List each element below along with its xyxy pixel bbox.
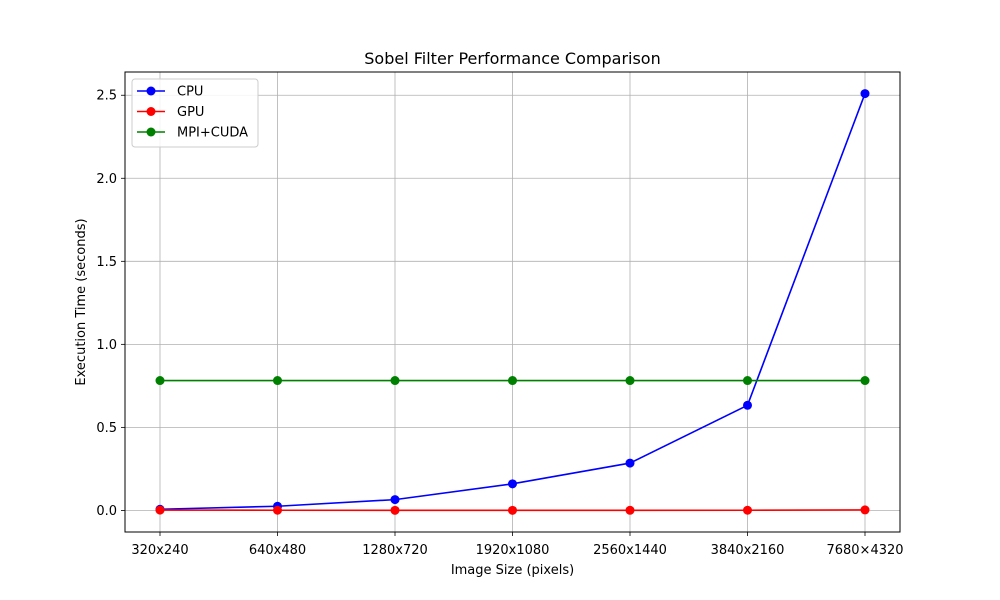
data-point-gpu xyxy=(860,505,870,515)
legend-swatch-marker xyxy=(146,127,156,137)
data-point-mpi-cuda xyxy=(625,376,635,386)
legend-frame xyxy=(131,78,259,148)
data-point-cpu xyxy=(743,400,752,410)
y-tick-label: 2.0 xyxy=(96,172,117,187)
data-point-mpi-cuda xyxy=(743,376,752,386)
legend-swatch-marker xyxy=(146,86,156,96)
data-point-cpu xyxy=(860,89,870,99)
data-point-mpi-cuda xyxy=(155,376,165,386)
x-axis-label: Image Size (pixels) xyxy=(451,563,574,578)
data-point-gpu xyxy=(273,505,282,515)
x-tick-label: 3840x2160 xyxy=(711,543,785,558)
data-point-gpu xyxy=(508,505,517,515)
data-point-mpi-cuda xyxy=(508,376,517,386)
data-point-cpu xyxy=(508,479,517,489)
legend-item-cpu: CPU xyxy=(137,85,203,100)
x-tick-label: 7680×4320 xyxy=(826,543,903,558)
legend-label: MPI+CUDA xyxy=(177,126,248,141)
y-axis-label: Execution Time (seconds) xyxy=(74,218,89,385)
legend: CPU GPU MPI+CUDA xyxy=(131,78,259,148)
data-point-mpi-cuda xyxy=(390,376,400,386)
data-point-gpu xyxy=(625,505,635,515)
y-tick-label: 1.0 xyxy=(96,338,117,353)
x-tick-label: 1920x1080 xyxy=(476,543,550,558)
legend-label: GPU xyxy=(177,105,204,120)
y-tick-label: 2.5 xyxy=(96,89,117,104)
x-tick-label: 320x240 xyxy=(131,543,188,558)
legend-label: CPU xyxy=(177,85,203,100)
data-point-mpi-cuda xyxy=(860,376,870,386)
y-axis-ticks: 0.0 0.5 1.0 1.5 2.0 2.5 xyxy=(96,89,125,519)
x-tick-label: 1280x720 xyxy=(362,543,428,558)
x-axis-ticks: 320x240 640x480 1280x720 1920x1080 2560x1440… xyxy=(131,532,904,558)
chart-title: Sobel Filter Performance Comparison xyxy=(364,49,660,68)
y-tick-label: 1.5 xyxy=(96,255,117,270)
data-point-gpu xyxy=(743,505,752,515)
series-gpu xyxy=(155,505,870,515)
x-tick-label: 2560x1440 xyxy=(593,543,667,558)
x-tick-label: 640x480 xyxy=(249,543,306,558)
legend-item-mpi-cuda: MPI+CUDA xyxy=(137,126,248,141)
y-tick-label: 0.5 xyxy=(96,421,117,436)
data-point-cpu xyxy=(390,495,400,505)
data-point-gpu xyxy=(155,505,165,515)
data-point-cpu xyxy=(625,458,635,468)
data-point-gpu xyxy=(390,505,400,515)
legend-swatch-marker xyxy=(146,107,156,116)
series-mpi-cuda xyxy=(155,376,870,386)
data-point-mpi-cuda xyxy=(273,376,282,386)
legend-item-gpu: GPU xyxy=(137,105,204,120)
y-tick-label: 0.0 xyxy=(96,504,117,519)
legend-items: CPU GPU MPI+CUDA xyxy=(137,85,248,141)
series-layer xyxy=(155,89,870,515)
